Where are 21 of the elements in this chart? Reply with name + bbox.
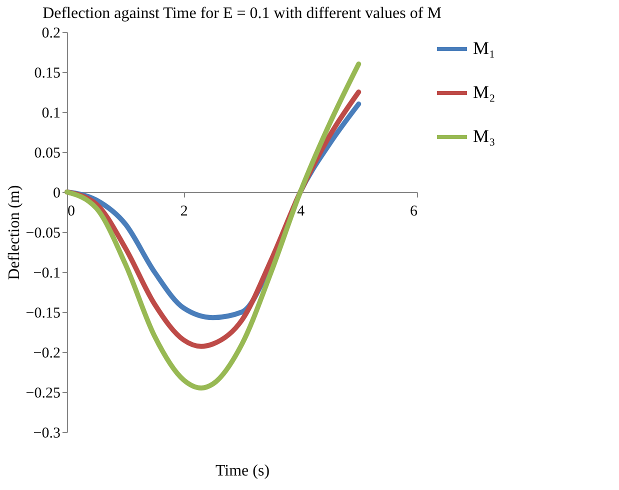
x-tick-label: 6: [410, 204, 418, 220]
y-tick-label: −0.05: [26, 226, 60, 242]
y-axis-title: Deflection (m): [6, 185, 23, 280]
y-tick-label: 0.05: [34, 146, 60, 162]
y-tick-label: −0.3: [33, 426, 60, 442]
y-tick-label: −0.2: [33, 346, 60, 362]
x-tick-label: 4: [297, 204, 306, 220]
legend-label: M₂: [473, 82, 496, 102]
y-tick-label: −0.25: [26, 386, 60, 402]
y-tick-label: 0.2: [42, 26, 60, 42]
legend-label: M₃: [473, 126, 496, 146]
y-tick-label: −0.15: [26, 306, 60, 322]
x-tick-label: 0: [68, 204, 75, 220]
y-tick-label: 0.15: [34, 66, 60, 82]
y-tick-label: 0: [53, 186, 60, 202]
legend-label: M₁: [473, 38, 496, 58]
x-axis-title: Time (s): [215, 462, 270, 480]
x-tick-label: 2: [180, 204, 188, 220]
y-tick-label: 0.1: [42, 106, 60, 122]
chart-title: Deflection against Time for E = 0.1 with different values of M: [42, 5, 442, 22]
y-tick-label: −0.1: [33, 266, 60, 282]
